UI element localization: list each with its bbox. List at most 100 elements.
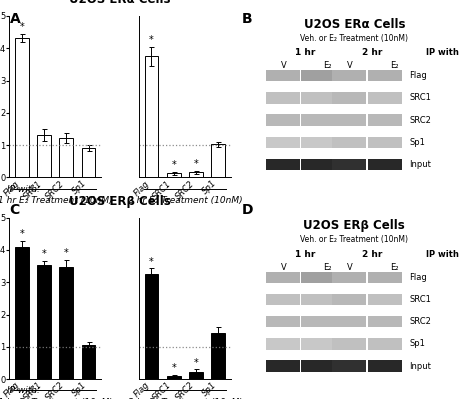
Bar — [266, 272, 300, 283]
Bar — [37, 135, 51, 177]
Bar — [167, 376, 181, 379]
Text: Veh. or E₂ Treatment (10nM): Veh. or E₂ Treatment (10nM) — [301, 34, 408, 43]
Text: SRC1: SRC1 — [410, 93, 431, 103]
Text: B: B — [242, 12, 252, 26]
Text: *: * — [193, 159, 199, 169]
Text: *: * — [19, 22, 24, 32]
Bar — [266, 360, 300, 372]
Bar — [37, 265, 51, 379]
Text: Flag: Flag — [410, 273, 428, 282]
Text: SRC2: SRC2 — [410, 317, 431, 326]
Text: U2OS ERα Cells: U2OS ERα Cells — [69, 0, 171, 6]
Text: Flag: Flag — [410, 71, 428, 80]
Bar — [332, 92, 366, 103]
Text: U2OS ERβ Cells: U2OS ERβ Cells — [69, 195, 171, 208]
Bar — [15, 247, 28, 379]
Bar — [301, 136, 336, 148]
Bar — [82, 345, 95, 379]
Bar — [301, 338, 336, 350]
Text: 1 hr E₂ Treatment (10nM): 1 hr E₂ Treatment (10nM) — [0, 398, 112, 399]
Bar — [301, 360, 336, 372]
Text: E₂: E₂ — [324, 263, 332, 272]
Text: V: V — [281, 61, 286, 70]
Bar — [266, 294, 300, 305]
Text: 1 hr E₂ Treatment (10nM): 1 hr E₂ Treatment (10nM) — [0, 196, 112, 205]
Bar — [211, 333, 225, 379]
Text: Sp1: Sp1 — [410, 138, 426, 147]
Text: 2 hr E₂ Treatment (10nM): 2 hr E₂ Treatment (10nM) — [128, 398, 242, 399]
Text: IP with: IP with — [426, 48, 459, 57]
Bar — [367, 136, 402, 148]
Bar — [332, 360, 366, 372]
Text: 2 hr: 2 hr — [362, 250, 382, 259]
Text: *: * — [64, 248, 69, 258]
Text: C: C — [9, 203, 20, 217]
Bar — [266, 136, 300, 148]
Bar — [332, 316, 366, 328]
Bar — [59, 138, 73, 177]
Bar — [266, 338, 300, 350]
Text: Input: Input — [410, 160, 431, 169]
Text: *: * — [19, 229, 24, 239]
Text: *: * — [171, 160, 176, 170]
Text: *: * — [149, 35, 154, 45]
Bar — [332, 159, 366, 170]
Bar — [301, 272, 336, 283]
Text: *: * — [171, 363, 176, 373]
Bar — [367, 338, 402, 350]
Text: *: * — [42, 249, 46, 259]
Bar — [367, 159, 402, 170]
Text: SRC2: SRC2 — [410, 116, 431, 124]
Bar — [367, 92, 402, 103]
Text: *: * — [193, 358, 199, 368]
Text: A: A — [9, 12, 20, 26]
Bar — [266, 70, 300, 81]
Bar — [367, 272, 402, 283]
Bar — [367, 294, 402, 305]
Text: 1 hr: 1 hr — [295, 48, 316, 57]
Bar — [189, 372, 203, 379]
Text: *: * — [149, 257, 154, 267]
Bar — [367, 360, 402, 372]
Text: Input: Input — [410, 361, 431, 371]
Bar — [367, 316, 402, 328]
Bar — [211, 144, 225, 177]
Bar — [82, 148, 95, 177]
Bar — [301, 294, 336, 305]
Text: E₂: E₂ — [390, 263, 398, 272]
Bar — [332, 294, 366, 305]
Bar — [167, 174, 181, 177]
Bar — [332, 272, 366, 283]
Bar — [301, 92, 336, 103]
Bar — [301, 159, 336, 170]
Text: V: V — [347, 61, 353, 70]
Bar — [301, 115, 336, 126]
Text: IP with:: IP with: — [7, 184, 40, 194]
Bar — [332, 136, 366, 148]
Text: V: V — [347, 263, 353, 272]
Bar — [266, 115, 300, 126]
Bar — [266, 92, 300, 103]
Bar — [59, 267, 73, 379]
Text: 1 hr: 1 hr — [295, 250, 316, 259]
Bar — [332, 70, 366, 81]
Text: E₂: E₂ — [324, 61, 332, 70]
Bar — [332, 115, 366, 126]
Bar — [145, 56, 158, 177]
Text: IP with: IP with — [426, 250, 459, 259]
Bar — [145, 274, 158, 379]
Text: E₂: E₂ — [390, 61, 398, 70]
Bar — [189, 172, 203, 177]
Bar — [332, 338, 366, 350]
Text: 2 hr: 2 hr — [362, 48, 382, 57]
Text: Veh. or E₂ Treatment (10nM): Veh. or E₂ Treatment (10nM) — [301, 235, 408, 245]
Bar — [266, 159, 300, 170]
Text: U2OS ERβ Cells: U2OS ERβ Cells — [303, 219, 405, 232]
Text: U2OS ERα Cells: U2OS ERα Cells — [303, 18, 405, 31]
Text: D: D — [242, 203, 253, 217]
Bar — [367, 115, 402, 126]
Bar — [367, 70, 402, 81]
Text: 2 hr E₂ Treatment (10nM): 2 hr E₂ Treatment (10nM) — [128, 196, 242, 205]
Text: IP with:: IP with: — [7, 386, 40, 395]
Bar — [266, 316, 300, 328]
